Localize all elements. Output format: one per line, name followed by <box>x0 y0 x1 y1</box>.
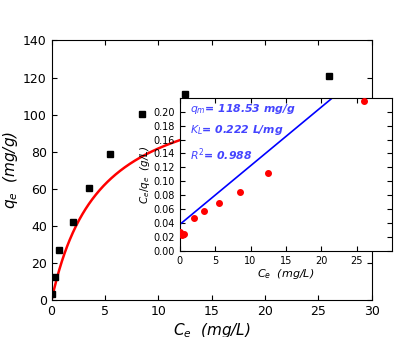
Y-axis label: $C_e/q_e$  (g/L): $C_e/q_e$ (g/L) <box>138 145 152 204</box>
X-axis label: $C_e$  (mg/L): $C_e$ (mg/L) <box>173 320 251 337</box>
Y-axis label: $q_e$  (mg/g): $q_e$ (mg/g) <box>1 131 20 209</box>
X-axis label: $C_e$  (mg/L): $C_e$ (mg/L) <box>257 267 315 281</box>
Text: $q_m$= 118.53 mg/g
$K_L$= 0.222 L/mg
$R^2$= 0.988: $q_m$= 118.53 mg/g $K_L$= 0.222 L/mg $R^… <box>190 102 296 163</box>
